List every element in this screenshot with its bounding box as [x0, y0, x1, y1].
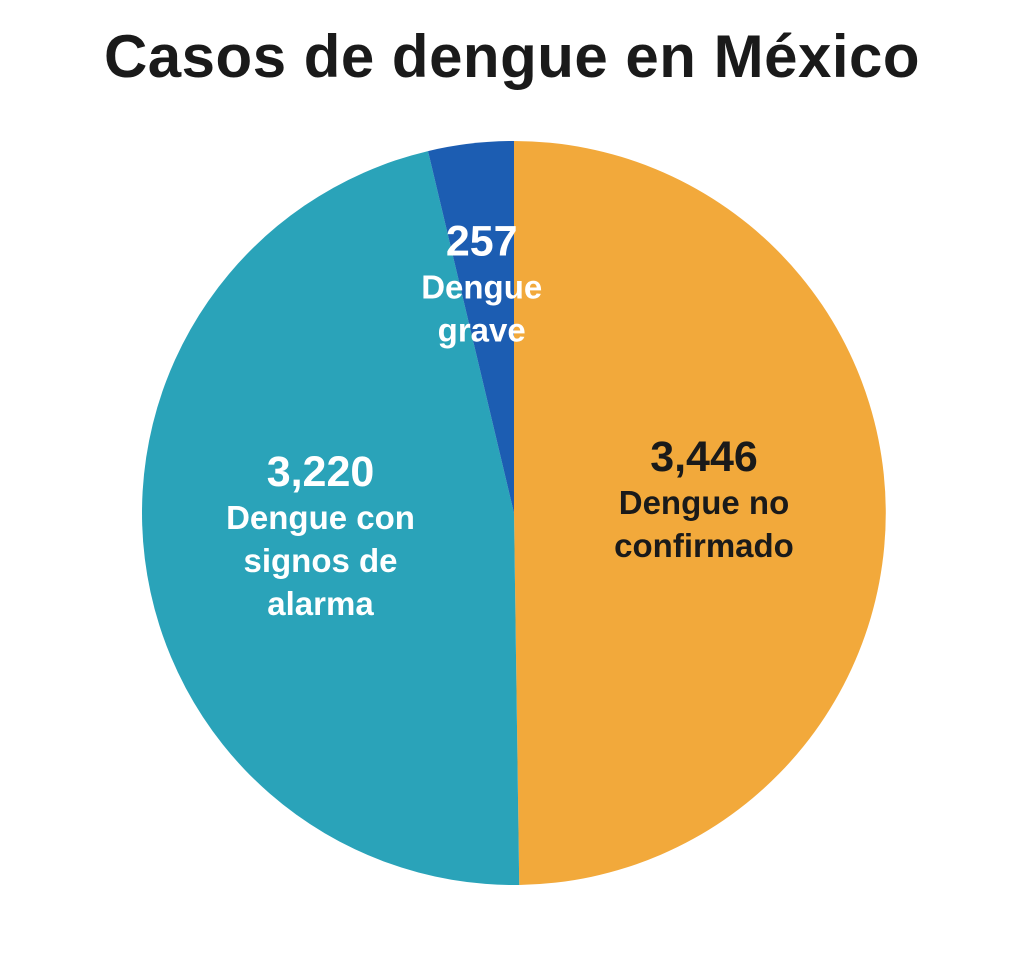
slice-category-label: Dengue	[421, 269, 542, 306]
slice-category-label: grave	[438, 312, 526, 349]
chart-title: Casos de dengue en México	[103, 23, 921, 90]
slice-value-label: 3,220	[267, 448, 375, 496]
slice-category-label: alarma	[267, 585, 374, 622]
slice-category-label: confirmado	[614, 527, 794, 564]
pie-slice	[428, 141, 514, 513]
pie-slice	[142, 151, 520, 885]
pie-slice	[514, 141, 886, 885]
slice-category-label: Dengue no	[619, 484, 790, 521]
slice-value-label: 257	[446, 218, 518, 266]
slice-category-label: signos de	[243, 542, 397, 579]
slice-category-label: Dengue con	[226, 499, 415, 536]
slice-value-label: 3,446	[650, 433, 758, 481]
